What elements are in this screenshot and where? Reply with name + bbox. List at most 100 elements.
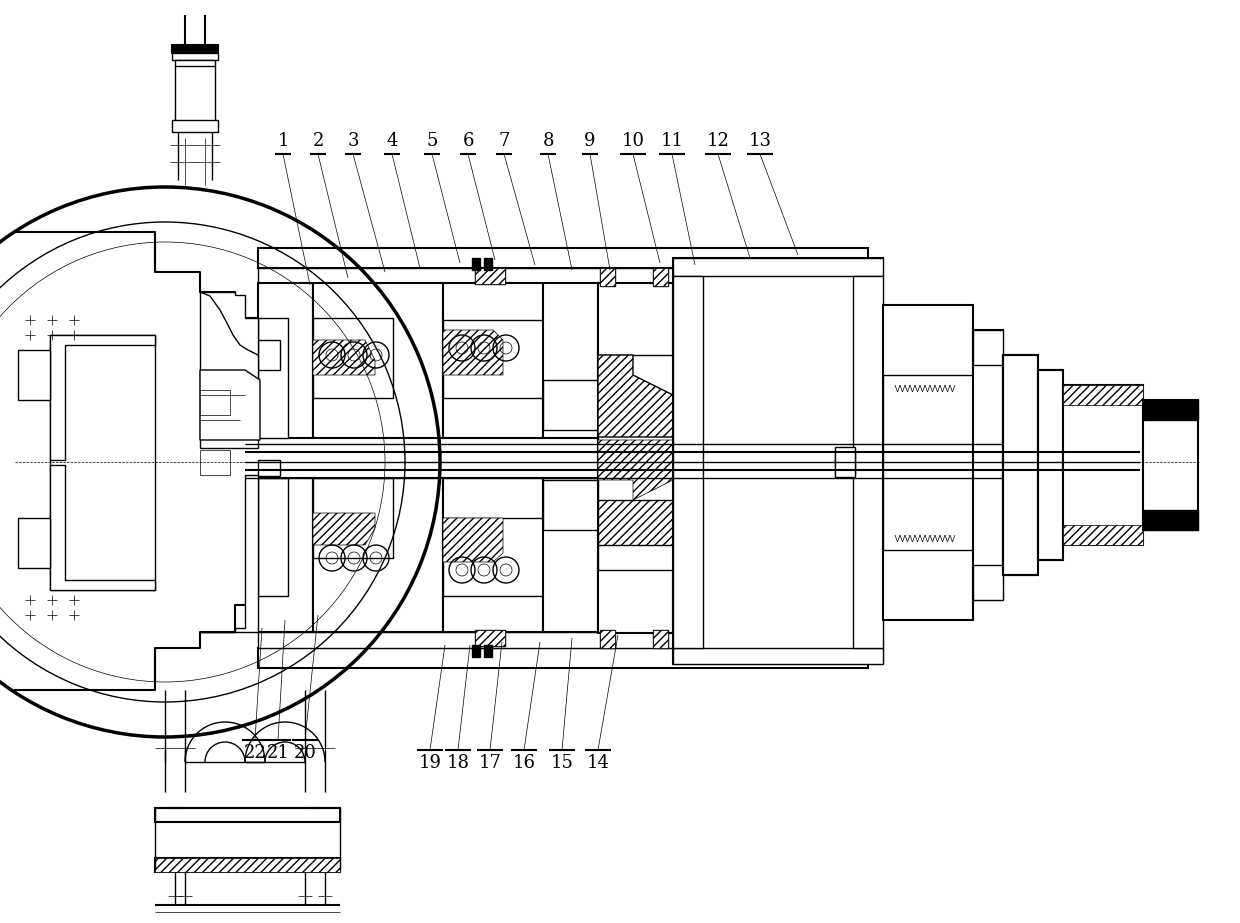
Bar bbox=[673, 258, 883, 664]
Bar bbox=[484, 645, 492, 657]
Polygon shape bbox=[50, 335, 155, 460]
Bar bbox=[600, 630, 615, 648]
Text: 5: 5 bbox=[427, 132, 438, 150]
Bar bbox=[673, 258, 883, 276]
Bar bbox=[973, 565, 1003, 600]
Bar bbox=[673, 648, 883, 664]
Bar bbox=[443, 283, 543, 438]
Text: 16: 16 bbox=[512, 754, 536, 772]
Bar bbox=[883, 375, 973, 550]
Text: 8: 8 bbox=[542, 132, 554, 150]
Text: 14: 14 bbox=[587, 754, 609, 772]
Bar bbox=[258, 268, 868, 283]
Bar bbox=[443, 320, 543, 398]
Bar bbox=[543, 380, 598, 430]
Bar bbox=[598, 283, 673, 633]
Bar bbox=[543, 283, 598, 438]
Bar bbox=[312, 478, 443, 632]
Bar bbox=[258, 632, 868, 648]
Bar bbox=[258, 283, 312, 438]
Bar bbox=[673, 276, 703, 648]
Bar bbox=[598, 283, 673, 633]
Bar bbox=[600, 630, 615, 648]
Text: 18: 18 bbox=[446, 754, 470, 772]
Bar bbox=[475, 630, 505, 646]
Bar bbox=[258, 478, 312, 632]
Text: 1: 1 bbox=[278, 132, 289, 150]
Bar bbox=[973, 330, 1003, 365]
Bar bbox=[475, 268, 505, 284]
Bar bbox=[853, 276, 883, 648]
Bar bbox=[1063, 385, 1143, 545]
Text: 21: 21 bbox=[267, 744, 289, 762]
Bar bbox=[1038, 370, 1063, 560]
Bar bbox=[258, 478, 312, 632]
Bar bbox=[258, 460, 280, 476]
Bar bbox=[1143, 510, 1198, 530]
Bar bbox=[443, 283, 543, 438]
Bar bbox=[312, 478, 443, 632]
Bar bbox=[443, 478, 543, 632]
Bar bbox=[258, 340, 280, 370]
Bar bbox=[673, 648, 883, 664]
Bar bbox=[312, 283, 443, 438]
Polygon shape bbox=[200, 292, 258, 448]
Bar bbox=[258, 648, 868, 668]
Text: 10: 10 bbox=[621, 132, 645, 150]
Bar bbox=[258, 478, 288, 596]
Bar bbox=[312, 318, 393, 398]
Bar bbox=[973, 330, 1003, 365]
Bar bbox=[19, 350, 50, 400]
Bar bbox=[258, 648, 868, 668]
Polygon shape bbox=[598, 355, 673, 437]
Polygon shape bbox=[200, 370, 260, 440]
Bar bbox=[155, 858, 340, 872]
Bar bbox=[312, 478, 393, 558]
Bar bbox=[258, 283, 312, 438]
Text: 22: 22 bbox=[243, 744, 267, 762]
Bar bbox=[443, 478, 543, 632]
Bar bbox=[258, 248, 868, 268]
Bar bbox=[973, 330, 1003, 600]
Bar bbox=[600, 268, 615, 286]
Bar bbox=[258, 340, 280, 370]
Bar bbox=[50, 335, 155, 590]
Text: 13: 13 bbox=[749, 132, 771, 150]
Bar bbox=[258, 318, 288, 438]
Text: 11: 11 bbox=[661, 132, 683, 150]
Text: 3: 3 bbox=[347, 132, 358, 150]
Bar bbox=[172, 120, 218, 132]
Text: 12: 12 bbox=[707, 132, 729, 150]
Polygon shape bbox=[312, 478, 374, 545]
Bar bbox=[175, 60, 215, 66]
Text: 9: 9 bbox=[584, 132, 595, 150]
Bar bbox=[600, 268, 615, 286]
Bar bbox=[653, 630, 668, 648]
Bar bbox=[543, 480, 598, 530]
Text: 20: 20 bbox=[294, 744, 316, 762]
Bar bbox=[200, 390, 229, 415]
Bar bbox=[312, 283, 443, 438]
Bar bbox=[653, 630, 668, 648]
Bar bbox=[598, 355, 673, 570]
Polygon shape bbox=[598, 500, 673, 545]
Bar bbox=[155, 858, 340, 872]
Bar bbox=[258, 632, 868, 648]
Bar bbox=[543, 478, 598, 632]
Bar bbox=[475, 630, 505, 646]
Bar bbox=[258, 460, 280, 476]
Bar bbox=[172, 45, 218, 53]
Bar bbox=[258, 268, 868, 283]
Bar bbox=[19, 518, 50, 568]
Text: 15: 15 bbox=[551, 754, 573, 772]
Bar bbox=[973, 565, 1003, 600]
Text: 7: 7 bbox=[498, 132, 510, 150]
Bar bbox=[472, 645, 480, 657]
Bar bbox=[443, 518, 543, 596]
Bar bbox=[172, 53, 218, 60]
Bar bbox=[1063, 385, 1143, 405]
Bar bbox=[155, 808, 340, 822]
Bar bbox=[258, 248, 868, 268]
Bar bbox=[472, 258, 480, 270]
Polygon shape bbox=[443, 518, 503, 562]
